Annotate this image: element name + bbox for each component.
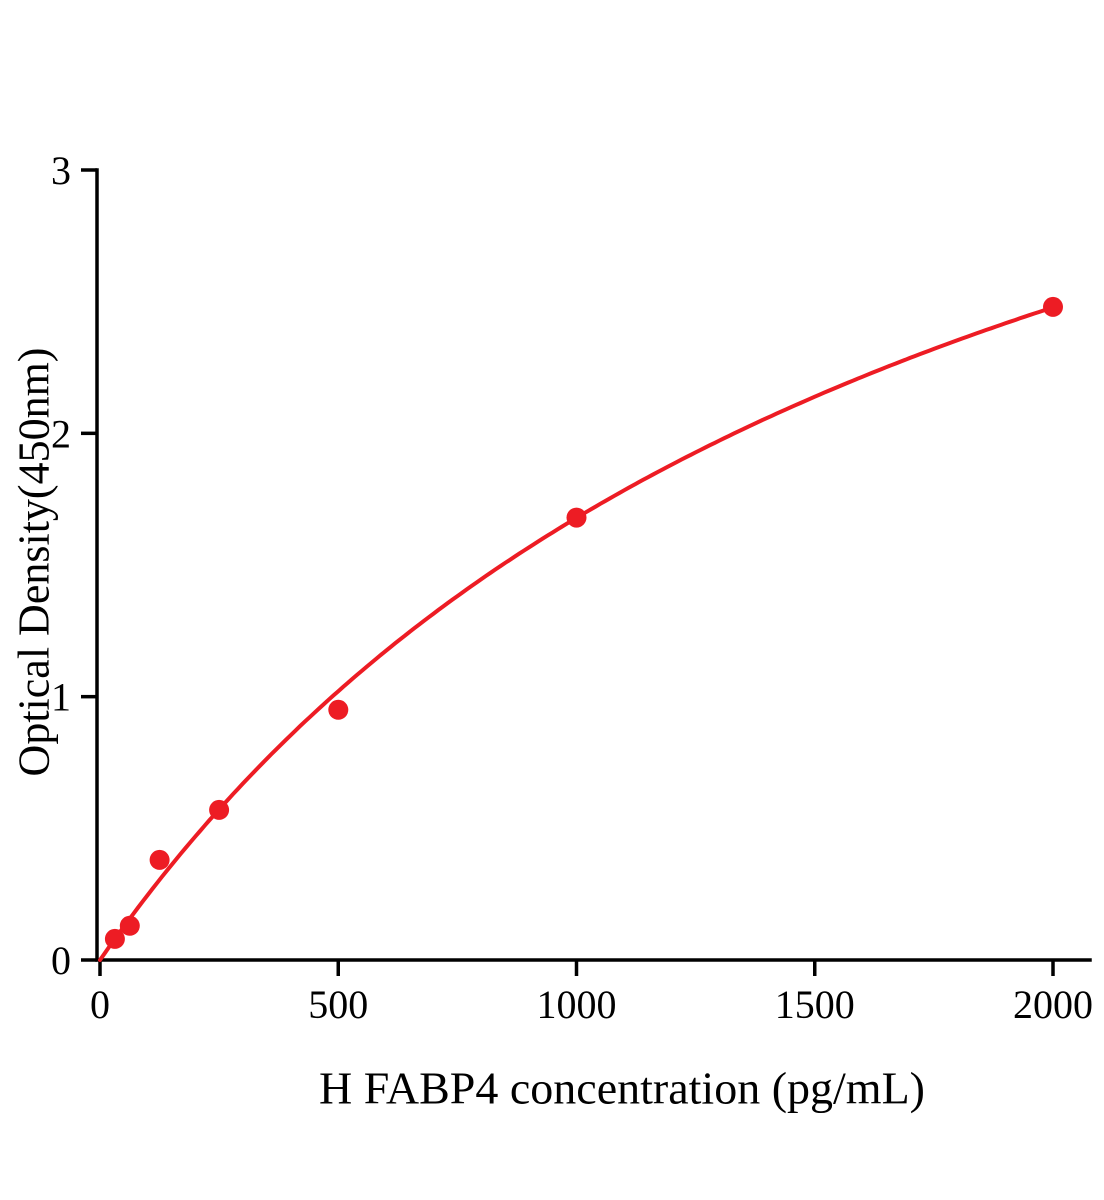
data-point xyxy=(104,928,125,949)
data-point xyxy=(328,699,349,720)
y-tick-label: 0 xyxy=(51,938,71,983)
fit-curve xyxy=(98,305,1055,962)
x-tick-label: 2000 xyxy=(1013,982,1093,1027)
data-point xyxy=(149,849,170,870)
data-point xyxy=(209,799,230,820)
data-point xyxy=(1043,296,1063,317)
x-tick-label: 1000 xyxy=(537,982,617,1027)
x-tick-label: 1500 xyxy=(775,982,855,1027)
x-tick-label: 0 xyxy=(90,982,110,1027)
y-tick-label: 1 xyxy=(51,675,71,720)
data-point xyxy=(119,915,140,936)
x-axis-title: H FABP4 concentration (pg/mL) xyxy=(319,1062,925,1114)
data-point xyxy=(566,507,587,528)
axes-spine xyxy=(95,168,1092,962)
y-tick-label: 2 xyxy=(51,411,71,456)
x-tick-label: 500 xyxy=(308,982,368,1027)
y-tick-label: 3 xyxy=(51,148,71,193)
y-axis-title: Optical Density(450nm) xyxy=(9,347,59,777)
